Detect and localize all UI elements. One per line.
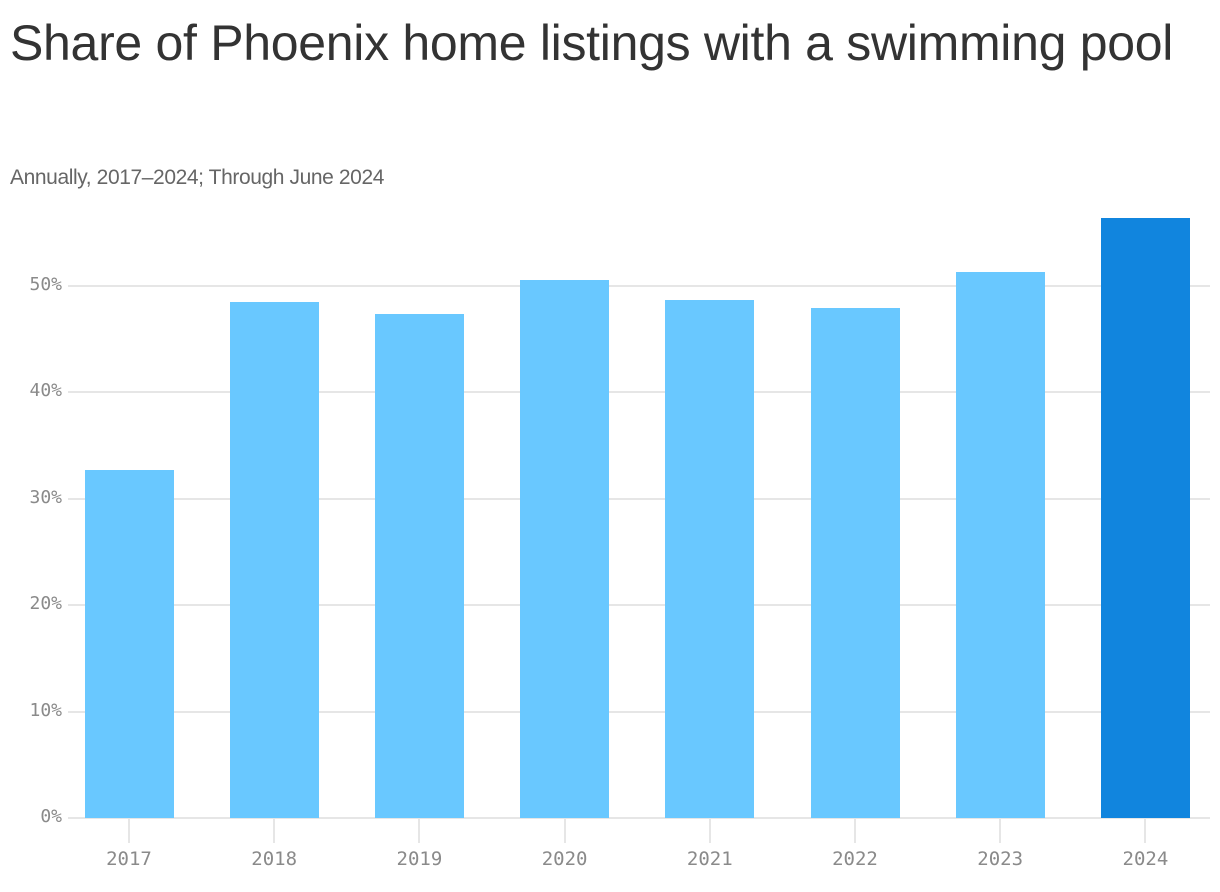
chart-title: Share of Phoenix home listings with a sw… — [10, 15, 1174, 71]
bar-2017 — [84, 470, 174, 818]
gridline — [68, 497, 1210, 500]
x-tick-label: 2018 — [251, 848, 298, 870]
gridline — [68, 604, 1210, 607]
x-tick-mark — [273, 819, 276, 843]
y-tick-label: 30% — [29, 486, 62, 508]
x-tick-mark — [999, 819, 1002, 843]
x-tick-label: 2017 — [106, 848, 152, 870]
x-tick-mark — [418, 819, 421, 843]
gridline — [68, 817, 1210, 819]
bar-2020 — [520, 279, 610, 818]
x-tick-label: 2019 — [396, 848, 443, 870]
y-tick-label: 10% — [29, 699, 62, 721]
y-tick-label: 20% — [29, 593, 62, 615]
bar-2018 — [229, 301, 319, 818]
bar-2019 — [374, 313, 464, 818]
y-tick-label: 0% — [40, 806, 62, 827]
x-tick-label: 2024 — [1122, 848, 1169, 870]
x-tick-label: 2020 — [541, 848, 588, 870]
gridline — [68, 710, 1210, 713]
x-tick-mark — [128, 819, 130, 843]
bar-2022 — [810, 308, 900, 818]
bar-2024 — [1100, 217, 1190, 818]
gridline — [68, 285, 1210, 287]
x-tick-label: 2022 — [832, 848, 878, 870]
bar-2021 — [665, 299, 755, 818]
chart-subtitle: Annually, 2017–2024; Through June 2024 — [10, 166, 385, 189]
x-tick-mark — [563, 819, 566, 843]
y-tick-label: 50% — [29, 274, 62, 295]
y-tick-label: 40% — [29, 380, 62, 402]
x-tick-mark — [854, 819, 856, 843]
gridline — [68, 391, 1210, 394]
bar-2023 — [955, 272, 1045, 818]
x-tick-label: 2023 — [977, 848, 1024, 870]
x-tick-label: 2021 — [686, 848, 733, 870]
x-tick-mark — [708, 819, 711, 843]
x-tick-mark — [1144, 819, 1147, 843]
